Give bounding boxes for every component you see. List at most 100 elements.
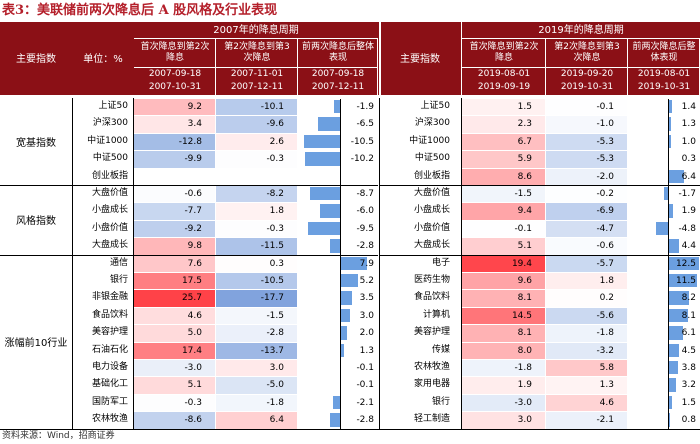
overall-bar-2007 — [340, 274, 358, 288]
value-2007-col-overall: -2.1 — [356, 397, 374, 408]
row-name-2007: 中证1000 — [87, 135, 128, 146]
heat-cell-2019-col-first — [462, 99, 545, 116]
heat-cell-2019-col-first — [462, 394, 545, 412]
row-name-2007: 银行 — [109, 275, 128, 285]
heat-cell-2007-col-first — [134, 377, 215, 394]
value-2019-col-second: -1.8 — [596, 328, 614, 339]
row-name-2019: 轻工制造 — [413, 414, 450, 425]
overall-axis-2007 — [340, 99, 341, 117]
value-2007-col-overall: -6.0 — [356, 206, 374, 217]
value-2019-col-second: -2.0 — [596, 171, 614, 182]
overall-axis-2007 — [340, 133, 341, 152]
overall-axis-2007 — [340, 342, 341, 360]
value-2007-col-first: 5.0 — [187, 328, 202, 339]
value-2007-col-first: -8.6 — [184, 415, 202, 426]
value-2019-col-second: -1.0 — [596, 119, 614, 130]
value-2019-col-first: -1.5 — [514, 189, 532, 199]
value-2007-col-overall: 1.3 — [359, 345, 374, 356]
overall-axis-2019 — [668, 394, 669, 413]
value-2007-col-first — [134, 170, 202, 184]
value-2019-col-overall: 8.1 — [681, 310, 696, 321]
heat-cell-2019-col-first — [462, 255, 545, 272]
overall-bar-2019 — [668, 274, 697, 288]
value-2007-col-overall — [298, 170, 374, 184]
overall-axis-2007 — [340, 377, 341, 395]
overall-axis-2007 — [340, 238, 341, 256]
value-2007-col-first: -9.9 — [184, 154, 202, 165]
overall-axis-2019 — [668, 99, 669, 117]
value-2019-col-second: -3.2 — [596, 345, 614, 356]
overall-axis-2019 — [668, 412, 669, 430]
value-2019-col-overall: 6.4 — [681, 171, 696, 182]
header-2007-col-second: 第2次降息到第3次降息 — [224, 42, 290, 63]
column-divider — [72, 98, 73, 429]
heat-cell-2007-col-first — [134, 151, 215, 168]
heat-cell-2019-col-first — [462, 325, 545, 342]
value-2019-col-second: -0.6 — [596, 241, 614, 252]
value-2007-col-second: -13.7 — [260, 345, 284, 356]
value-2019-col-first: 9.6 — [517, 276, 532, 286]
overall-bar-2019 — [668, 361, 678, 375]
heat-cell-2019-col-second — [546, 168, 627, 185]
row-name-2019: 小盘价值 — [413, 222, 450, 233]
group-label: 风格指数 — [16, 216, 56, 228]
value-2019-col-second: -0.1 — [596, 102, 614, 112]
value-2019-col-first: 8.6 — [517, 171, 532, 182]
overall-axis-2019 — [668, 238, 669, 256]
value-2019-col-second: -0.2 — [596, 189, 614, 199]
value-2007-col-second: -17.7 — [260, 293, 284, 304]
overall-bar-2007 — [340, 291, 352, 305]
row-name-2007: 非银金融 — [91, 292, 128, 303]
header-2019-col-first: 首次降息到第2次降息 — [469, 42, 539, 63]
value-2007-col-first: -0.3 — [184, 397, 202, 408]
value-2019-col-second: 5.8 — [599, 363, 614, 373]
value-2019-col-first: 14.5 — [511, 310, 532, 321]
heat-cell-2019-col-second — [546, 255, 627, 272]
heat-cell-2007-col-first — [134, 203, 215, 220]
value-2019-col-first: 5.1 — [517, 241, 532, 252]
header-2007-col-first: 首次降息到第2次降息 — [140, 42, 210, 63]
overall-axis-2019 — [668, 255, 669, 273]
value-2019-col-overall: 3.2 — [681, 380, 696, 391]
heat-cell-2007-col-second — [216, 133, 297, 151]
value-2007-col-first: 17.5 — [181, 276, 202, 286]
header-unit: 单位：% — [83, 53, 123, 65]
overall-axis-2019 — [668, 342, 669, 360]
overall-bar-2007 — [340, 308, 351, 323]
overall-axis-2019 — [668, 325, 669, 343]
heat-cell-2007-col-second — [216, 394, 297, 412]
header-2007-date-end-3: 2007-12-11 — [311, 82, 365, 92]
overall-bar-2007 — [319, 204, 340, 218]
row-name-2007: 大盘价值 — [91, 188, 128, 198]
value-2019-col-overall: -1.7 — [678, 189, 696, 199]
value-2007-col-first: 5.1 — [187, 380, 202, 391]
heat-cell-2007-col-second — [216, 255, 297, 272]
value-2007-col-first: 7.6 — [187, 258, 202, 269]
heat-cell-2007-col-second — [216, 325, 297, 342]
heat-cell-2019-col-second — [546, 151, 627, 168]
heat-cell-2007-col-first — [134, 238, 215, 255]
group-label: 涨幅前10行业 — [4, 338, 68, 350]
overall-axis-2019 — [668, 290, 669, 308]
value-2007-col-second: -0.3 — [266, 223, 284, 234]
value-2019-col-first: 8.0 — [517, 345, 532, 356]
heat-cell-2019-col-first — [462, 290, 545, 307]
overall-axis-2019 — [668, 377, 669, 395]
heat-cell-2019-col-second — [546, 186, 627, 203]
value-2019-col-overall: 11.5 — [675, 276, 696, 286]
value-2019-col-overall: 6.1 — [681, 328, 696, 339]
overall-bar-2007 — [340, 256, 367, 270]
heat-cell-2019-col-second — [546, 273, 627, 290]
heat-cell-2007-col-first — [134, 394, 215, 412]
header-2019-col-second: 第2次降息到第3次降息 — [554, 42, 620, 63]
heat-cell-2019-col-first — [462, 412, 545, 429]
overall-axis-2007 — [340, 412, 341, 430]
heat-cell-2019-col-second — [546, 116, 627, 133]
row-name-2019: 中证1000 — [409, 135, 450, 146]
header-main-index-left: 主要指数 — [16, 53, 56, 65]
row-name-2019: 大盘价值 — [413, 188, 450, 198]
value-2007-col-overall: -1.9 — [356, 102, 374, 112]
header-date-separator — [628, 67, 700, 68]
overall-axis-2007 — [340, 116, 341, 134]
value-2019-col-first: 19.4 — [511, 258, 532, 269]
